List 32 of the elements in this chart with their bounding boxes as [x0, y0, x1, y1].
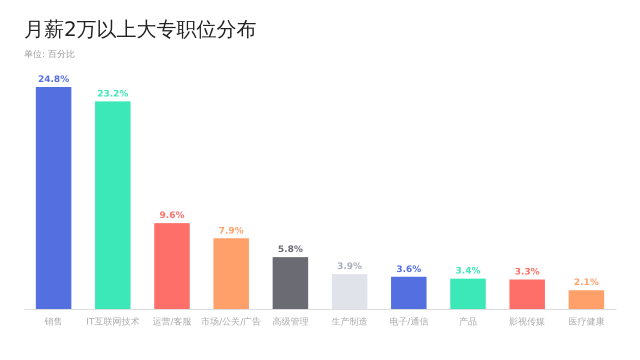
bar [450, 278, 486, 309]
bar [154, 223, 190, 309]
data-label: 9.6% [160, 211, 184, 222]
data-label: 23.2% [97, 89, 128, 100]
data-label: 7.9% [218, 226, 244, 236]
bar [213, 238, 249, 309]
x-tick-label: 运营/客服 [152, 316, 192, 328]
data-label: 3.3% [514, 267, 540, 278]
x-tick-label: 影视传媒 [509, 316, 546, 328]
x-tick-label: IT互联网技术 [86, 316, 140, 328]
x-tick-label: 高级管理 [272, 316, 308, 328]
bar [332, 274, 368, 309]
bar [36, 87, 72, 309]
data-label: 3.6% [396, 264, 422, 275]
data-label: 3.4% [456, 266, 480, 277]
x-tick-label: 生产制造 [332, 316, 368, 328]
data-label: 3.9% [337, 262, 362, 272]
bar [272, 257, 308, 309]
bar [568, 290, 604, 309]
bar [509, 279, 545, 309]
bar [391, 276, 427, 309]
x-tick-label: 电子/通信 [389, 316, 428, 328]
x-tick-label: 医疗健康 [568, 316, 604, 328]
x-tick-label: 产品 [459, 316, 477, 328]
bar [95, 101, 131, 309]
chart-subtitle: 单位: 百分比 [24, 49, 75, 60]
x-tick-label: 市场/公关/广告 [201, 316, 262, 328]
chart-title: 月薪2万以上大专职位分布 [24, 17, 257, 41]
data-label: 24.8% [38, 75, 70, 85]
data-label: 2.1% [574, 278, 599, 288]
data-label: 5.8% [278, 245, 303, 256]
x-tick-label: 销售 [44, 316, 63, 328]
